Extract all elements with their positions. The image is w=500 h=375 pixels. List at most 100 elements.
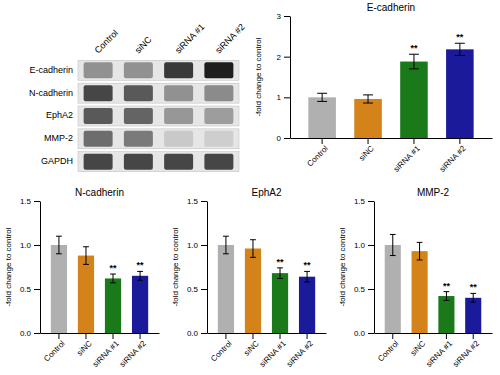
bar bbox=[446, 49, 474, 138]
axis-line bbox=[290, 17, 291, 139]
error-bar bbox=[470, 293, 476, 302]
error-bar bbox=[390, 234, 396, 255]
significance: ** bbox=[470, 282, 478, 292]
band bbox=[164, 85, 193, 101]
row-label: EphA2 bbox=[46, 110, 73, 120]
error-bar bbox=[223, 236, 229, 254]
tick-label: Control bbox=[376, 339, 401, 364]
y-tick: 1.5 bbox=[187, 197, 207, 206]
bar bbox=[412, 251, 428, 333]
bar bbox=[132, 276, 148, 333]
error-bar bbox=[277, 268, 283, 279]
tick-mark bbox=[201, 245, 207, 246]
y-axis: 0.00.51.01.5 bbox=[354, 197, 375, 338]
tick-mark bbox=[58, 333, 59, 339]
y-axis-title: -fold change to control bbox=[338, 227, 347, 306]
band bbox=[164, 131, 193, 147]
tick-label: Control bbox=[209, 339, 234, 364]
error-bar bbox=[56, 236, 62, 254]
tick-label: 0.5 bbox=[20, 285, 32, 294]
band bbox=[84, 62, 113, 78]
band bbox=[84, 85, 113, 101]
y-tick: 1 bbox=[277, 93, 290, 102]
x-axis: ControlsiNCsiRNA #1siRNA #2 bbox=[291, 138, 493, 174]
band bbox=[164, 154, 193, 170]
significance: ** bbox=[304, 260, 312, 270]
tick-label: siNC bbox=[409, 339, 428, 358]
tick-mark bbox=[201, 201, 207, 202]
tick-mark bbox=[307, 333, 308, 339]
y-tick: 0 bbox=[277, 134, 290, 143]
x-tick: Control bbox=[42, 333, 67, 364]
tick-label: Control bbox=[42, 339, 67, 364]
y-tick: 0.0 bbox=[187, 329, 207, 338]
band bbox=[124, 131, 153, 147]
bar bbox=[308, 97, 336, 138]
y-tick: 0.5 bbox=[20, 285, 40, 294]
tick-mark bbox=[459, 138, 460, 144]
bars bbox=[385, 234, 482, 333]
tick-label: siRNA #2 bbox=[438, 144, 468, 174]
tick-mark bbox=[113, 333, 114, 339]
axis-line bbox=[375, 333, 493, 334]
bands bbox=[84, 62, 234, 169]
axis-line bbox=[208, 333, 327, 334]
x-tick: siNC bbox=[357, 138, 376, 163]
tick-mark bbox=[368, 138, 369, 144]
y-tick: 1.0 bbox=[20, 241, 40, 250]
x-axis: Control siNCsiRNA #1siRNA #2 bbox=[375, 333, 493, 369]
significance: ** bbox=[277, 257, 285, 267]
tick-mark bbox=[368, 289, 374, 290]
bar bbox=[78, 256, 94, 333]
bar bbox=[354, 99, 382, 138]
tick-label: siRNA #2 bbox=[451, 339, 481, 369]
tick-label: siRNA #2 bbox=[285, 339, 315, 369]
lane-background bbox=[78, 129, 239, 149]
error-bar bbox=[304, 271, 310, 282]
band bbox=[204, 108, 233, 124]
figure: ControlsiNCsiRNA #1siRNA #2E-cadherinN-c… bbox=[0, 0, 500, 375]
error-bar bbox=[137, 271, 143, 280]
bar bbox=[272, 273, 288, 333]
tick-mark bbox=[284, 57, 290, 58]
plot: 0.00.51.01.5Control siNCsiRNA #1siRNA #2 *… bbox=[338, 187, 493, 369]
lane-background bbox=[78, 106, 239, 126]
x-tick: siNC bbox=[242, 333, 261, 358]
y-axis-title: -fold change to control bbox=[254, 37, 263, 116]
bar bbox=[299, 277, 315, 333]
tick-label: 0.0 bbox=[20, 329, 32, 338]
tick-label: 1.0 bbox=[354, 241, 366, 250]
tick-mark bbox=[473, 333, 474, 339]
x-axis: ControlsiNCsiRNA #1siRNA #2 bbox=[41, 333, 160, 369]
tick-label: siRNA #1 bbox=[424, 339, 454, 369]
tick-mark bbox=[34, 245, 40, 246]
tick-mark bbox=[140, 333, 141, 339]
error-bar bbox=[250, 240, 256, 258]
panel: 0123ControlsiNCsiRNA #1siRNA #2****E-cad… bbox=[254, 2, 493, 174]
x-tick: siRNA #2 bbox=[438, 138, 468, 174]
bars bbox=[308, 43, 473, 138]
column-label: siNC bbox=[133, 34, 154, 55]
tick-label: 1.5 bbox=[20, 197, 32, 206]
bar bbox=[465, 298, 481, 333]
y-tick: 2 bbox=[277, 53, 290, 62]
bar bbox=[438, 296, 454, 333]
tick-label: 2 bbox=[277, 53, 282, 62]
tick-label: 3 bbox=[277, 12, 282, 21]
band bbox=[204, 154, 233, 170]
band bbox=[124, 108, 153, 124]
bar bbox=[218, 245, 234, 333]
x-tick: siNC bbox=[75, 333, 94, 358]
lane-background bbox=[78, 60, 239, 80]
x-tick: siNC bbox=[409, 333, 428, 358]
y-tick: 0.5 bbox=[187, 285, 207, 294]
panel: 0.00.51.01.5ControlsiNCsiRNA #1siRNA #2*… bbox=[171, 187, 327, 369]
plot: 0123ControlsiNCsiRNA #1siRNA #2****E-cad… bbox=[254, 2, 493, 174]
tick-label: siNC bbox=[242, 339, 261, 358]
x-tick: siRNA #1 bbox=[91, 333, 121, 369]
axis-line bbox=[291, 138, 493, 139]
error-bar bbox=[363, 95, 373, 103]
tick-label: siNC bbox=[357, 144, 376, 163]
tick-label: 1.5 bbox=[187, 197, 199, 206]
chart-title: EphA2 bbox=[251, 187, 281, 198]
